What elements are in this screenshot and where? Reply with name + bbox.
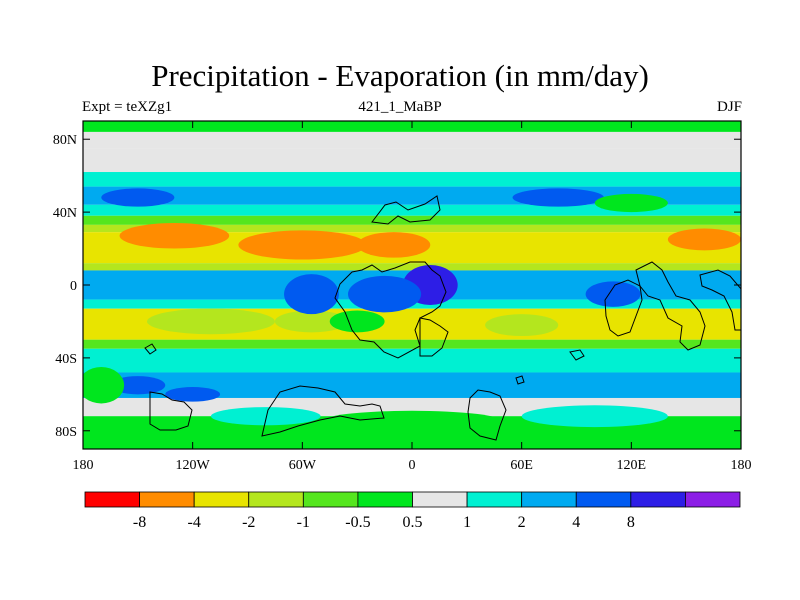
colorbar-swatch <box>302 491 359 508</box>
field-feature-10 <box>585 281 641 307</box>
colorbar-swatch <box>630 491 686 508</box>
field-feature-6 <box>485 314 559 337</box>
field-feature-9 <box>348 275 422 313</box>
colorbar-label: -8 <box>133 514 146 531</box>
coastline-asia-east <box>635 261 706 351</box>
coastline-south-america <box>419 317 449 357</box>
field-feature-13 <box>110 376 166 395</box>
field-feature-5 <box>274 310 349 333</box>
zonal-band-13 <box>83 339 741 349</box>
x-tick-label: 0 <box>409 458 416 473</box>
x-tick-label: 180 <box>73 458 94 473</box>
colorbar-swatch <box>575 491 632 508</box>
coastline-far-east <box>699 269 741 331</box>
field-feature-1 <box>238 230 367 260</box>
colorbar <box>84 491 741 508</box>
coastline-north-america <box>371 195 441 225</box>
field-feature-18 <box>320 410 504 433</box>
x-tick-label: 60E <box>510 458 533 473</box>
x-tick-label: 180 <box>731 458 752 473</box>
colorbar-label: 2 <box>518 514 526 531</box>
field-feature-19 <box>521 405 668 428</box>
y-tick-label: 80N <box>53 133 77 148</box>
x-tick-label: 120E <box>617 458 647 473</box>
colorbar-labels: -8 -4 -2 -1 -0.5 0.5 1 2 4 8 <box>133 514 635 531</box>
colorbar-label: -4 <box>188 514 201 531</box>
coastlines <box>144 195 741 441</box>
colorbar-label: 0.5 <box>403 514 423 531</box>
map-layer <box>83 121 741 449</box>
y-tick-label: 0 <box>70 279 77 294</box>
x-tick-label: 60W <box>289 458 317 473</box>
zonal-band-5 <box>83 204 741 216</box>
field-feature-4 <box>146 308 275 335</box>
colorbar-swatch <box>521 491 577 508</box>
field-feature-11 <box>101 188 175 207</box>
field-feature-7 <box>284 274 339 315</box>
field-feature-2 <box>357 232 431 258</box>
experiment-label: Expt = teXZg1 <box>82 99 173 115</box>
colorbar-label: 1 <box>463 514 471 531</box>
zonal-band-3 <box>83 172 741 187</box>
x-tick-label: 120W <box>176 458 211 473</box>
colorbar-swatch <box>412 491 468 508</box>
colorbar-label: -1 <box>297 514 310 531</box>
colorbar-swatch <box>685 491 741 508</box>
field-feature-17 <box>594 193 668 213</box>
zonal-band-2 <box>83 148 741 173</box>
coastline-africa <box>334 261 447 359</box>
zonal-band-7 <box>83 224 741 233</box>
field-feature-0 <box>119 223 230 249</box>
coastline-island-a <box>144 343 157 355</box>
colorbar-swatch <box>193 491 250 508</box>
coastline-island-b <box>515 375 525 385</box>
y-axis: 80N 40N 0 40S 80S <box>53 133 741 440</box>
y-tick-label: 40S <box>55 352 77 367</box>
colorbar-swatch <box>357 491 413 508</box>
zonal-band-14 <box>83 348 741 373</box>
colorbar-label: 4 <box>572 514 580 531</box>
x-axis: 180 120W 60W 0 60E 120E 180 <box>73 121 752 473</box>
field-feature-14 <box>165 387 221 402</box>
colorbar-label: -0.5 <box>345 514 370 531</box>
colorbar-swatch <box>466 491 523 508</box>
y-tick-label: 40N <box>53 206 77 221</box>
y-tick-label: 80S <box>55 425 77 440</box>
colorbar-swatch <box>248 491 304 508</box>
coastline-patagonia <box>149 391 193 431</box>
chart-title: Precipitation - Evaporation (in mm/day) <box>151 58 649 93</box>
season-label: DJF <box>716 99 742 115</box>
field-feature-16 <box>329 310 385 333</box>
coastline-antarctica-west <box>261 385 385 437</box>
field-feature-12 <box>512 188 604 207</box>
period-label: 421_1_MaBP <box>358 99 442 115</box>
zonal-band-9 <box>83 263 741 271</box>
coastline-maritime <box>604 279 643 337</box>
coastline-island-c <box>569 349 585 361</box>
field-feature-15 <box>83 367 125 404</box>
colorbar-swatch <box>139 491 195 508</box>
field-feature-3 <box>667 228 741 251</box>
colorbar-swatch <box>84 491 140 508</box>
coastline-antarctica-east <box>467 389 507 441</box>
zonal-band-1 <box>83 131 741 149</box>
colorbar-label: -2 <box>242 514 255 531</box>
field-feature-20 <box>210 407 321 426</box>
zonal-band-6 <box>83 215 741 225</box>
colorbar-label: 8 <box>627 514 635 531</box>
